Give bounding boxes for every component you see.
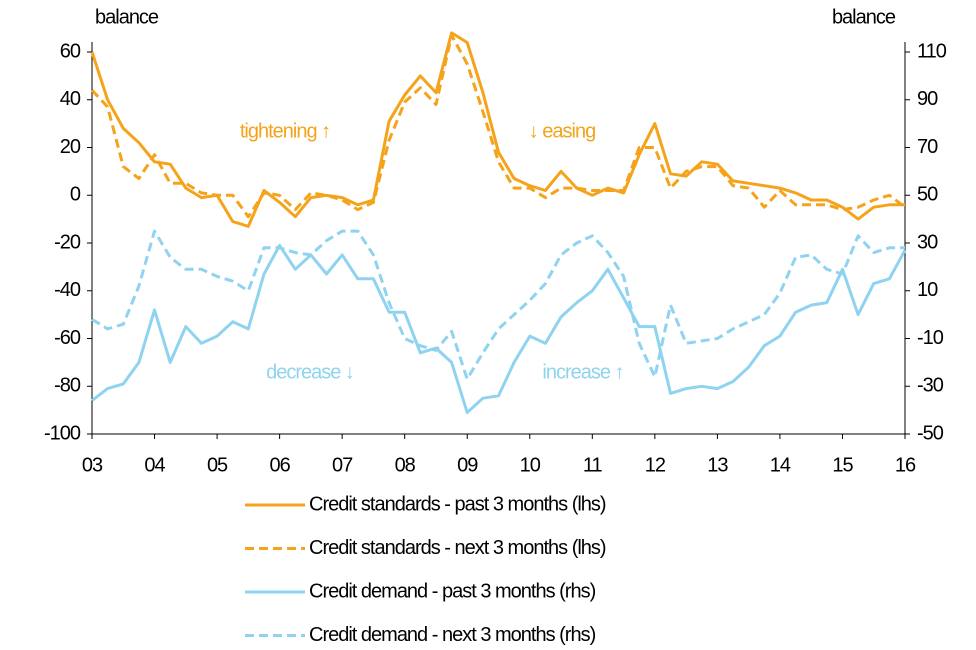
y-tick-label: -40 — [54, 279, 81, 301]
y-tick-label: -60 — [54, 327, 81, 349]
y2-tick-label: 70 — [917, 136, 938, 158]
series-line — [90, 31, 905, 228]
x-tick-label: 08 — [395, 454, 416, 476]
x-tick-label: 05 — [207, 454, 228, 476]
y2-tick-label: -50 — [917, 422, 944, 444]
x-tick-label: 09 — [457, 454, 478, 476]
legend-label: Credit standards - next 3 months (lhs) — [309, 537, 606, 559]
annotation: decrease ↓ — [266, 361, 354, 383]
y-tick-label: 60 — [60, 40, 81, 62]
x-tick-label: 13 — [707, 454, 728, 476]
y-tick-label: -80 — [54, 375, 81, 397]
y2-tick-label: -10 — [917, 327, 944, 349]
y2-tick-label: 50 — [917, 184, 938, 206]
x-tick-label: 11 — [583, 454, 603, 476]
series-line — [90, 33, 906, 219]
x-tick-label: 03 — [82, 454, 103, 476]
x-tick-label: 10 — [520, 454, 541, 476]
x-tick-label: 16 — [895, 454, 916, 476]
x-tick-label: 04 — [144, 454, 165, 476]
series-line — [91, 229, 905, 381]
series-line — [91, 243, 907, 414]
annotation: increase ↑ — [542, 361, 623, 383]
x-tick-label: 14 — [770, 454, 791, 476]
legend-label: Credit demand - next 3 months (rhs) — [309, 624, 596, 646]
y2-tick-label: 10 — [917, 279, 938, 301]
x-tick-label: 12 — [645, 454, 666, 476]
y-axis-label: balance — [95, 6, 159, 28]
x-tick-label: 15 — [832, 454, 853, 476]
annotation: ↓ easing — [529, 120, 596, 142]
annotation: tightening ↑ — [240, 120, 330, 142]
y-tick-label: 20 — [60, 136, 81, 158]
y2-tick-label: -30 — [917, 375, 944, 397]
x-tick-label: 06 — [269, 454, 290, 476]
y-tick-label: -20 — [54, 231, 81, 253]
x-tick-label: 07 — [332, 454, 353, 476]
y-tick-label: -100 — [44, 422, 81, 444]
y-tick-label: 0 — [70, 184, 81, 206]
y2-tick-label: 30 — [917, 231, 938, 253]
y2-tick-label: 110 — [917, 40, 947, 62]
legend-label: Credit demand - past 3 months (rhs) — [309, 580, 596, 602]
y2-axis-label: balance — [832, 6, 896, 28]
y2-tick-label: 90 — [917, 88, 938, 110]
legend-label: Credit standards - past 3 months (lhs) — [309, 493, 606, 515]
y-tick-label: 40 — [60, 88, 81, 110]
